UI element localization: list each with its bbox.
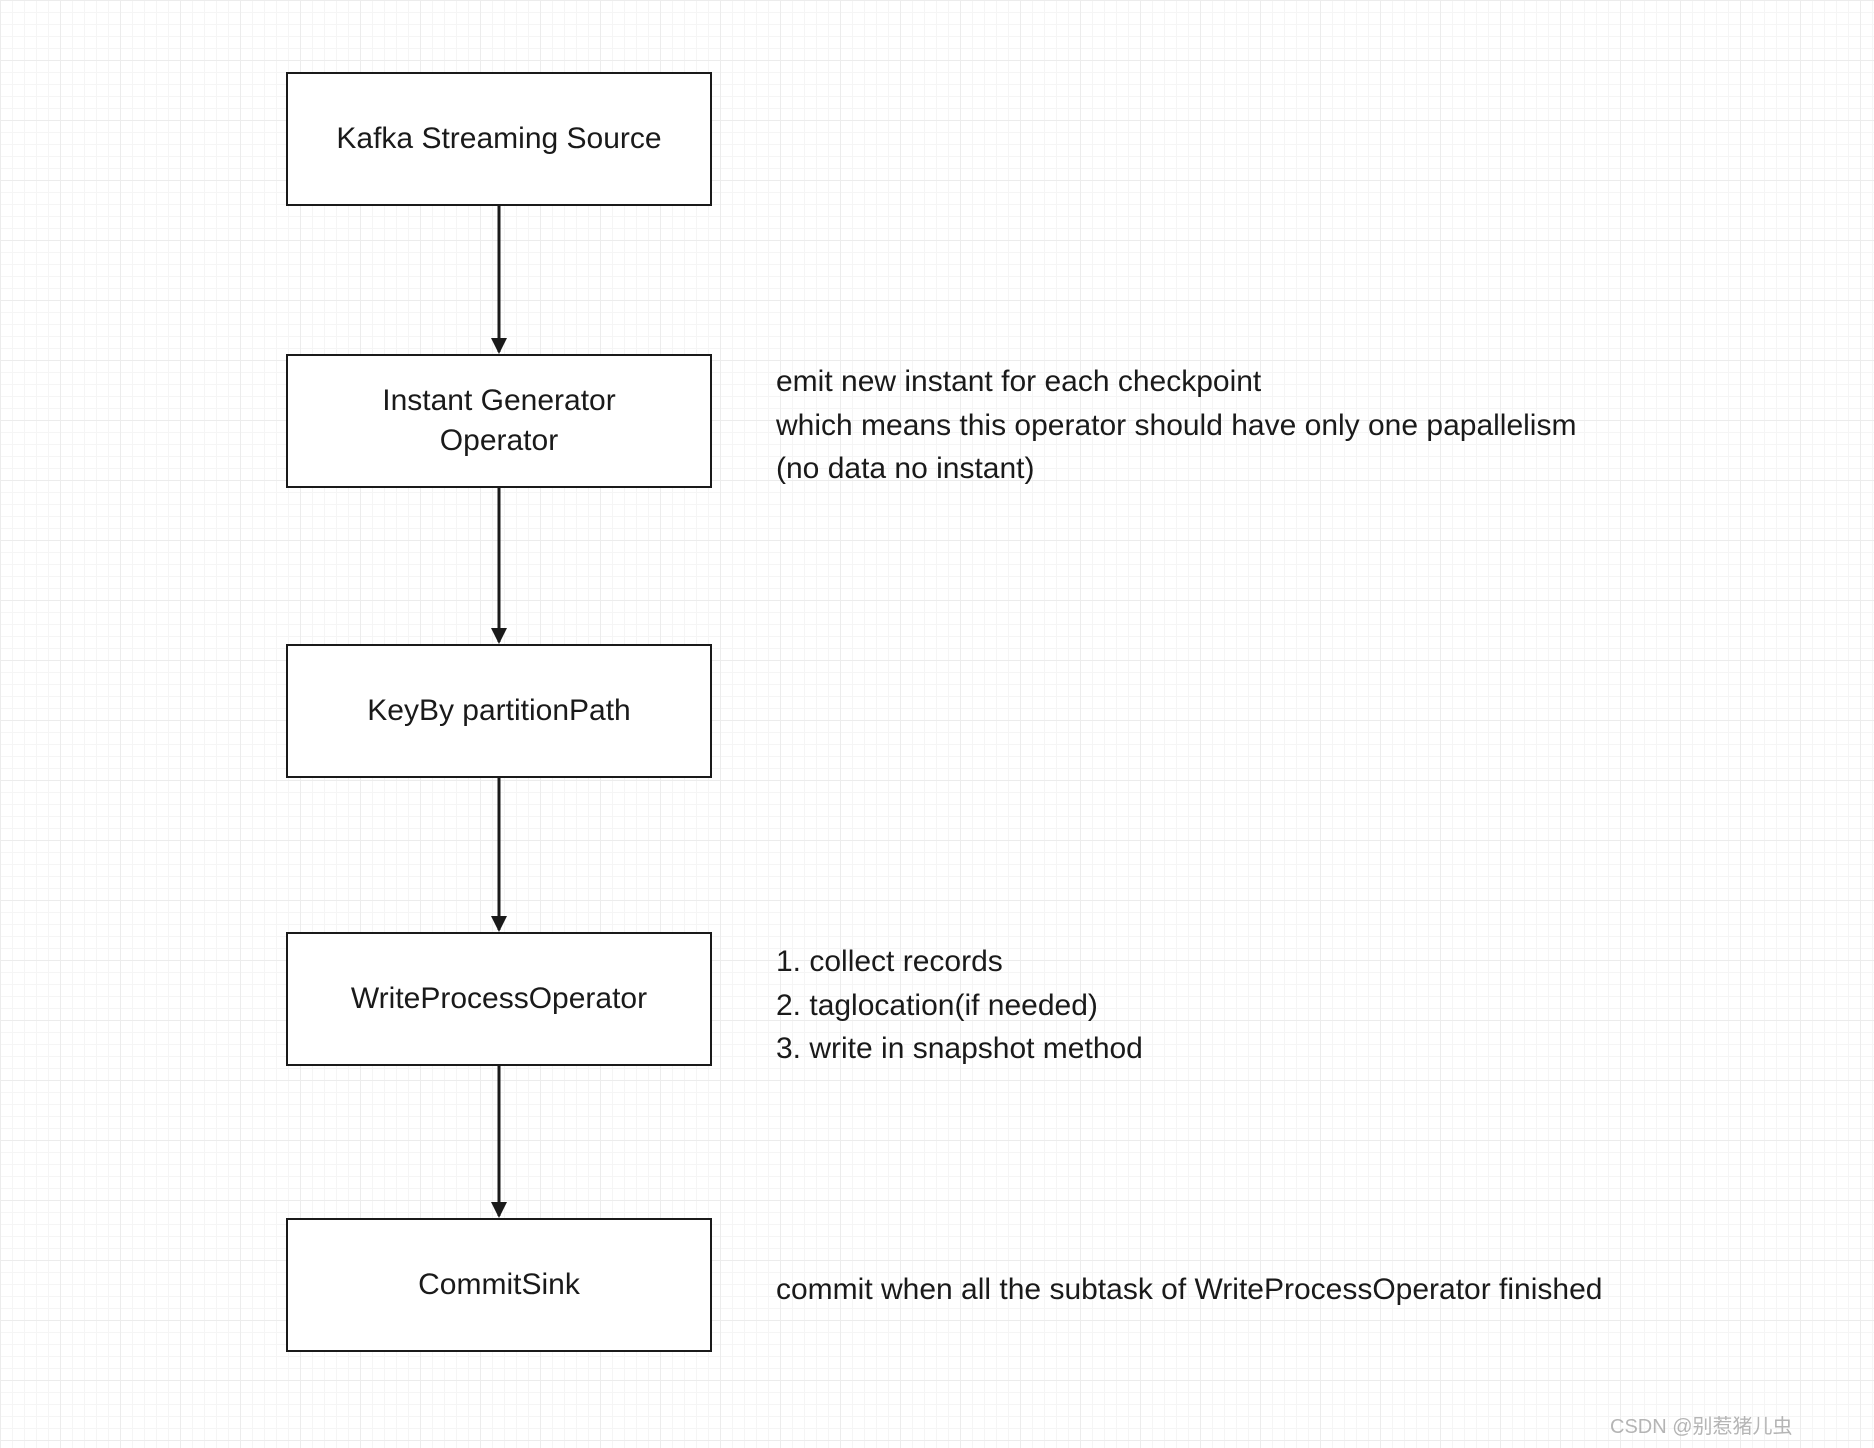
flow-node-n5: CommitSink: [286, 1218, 712, 1352]
flow-node-n2: Instant Generator Operator: [286, 354, 712, 488]
flow-node-n4: WriteProcessOperator: [286, 932, 712, 1066]
edges-layer: [0, 0, 1874, 1448]
annotation-a2: emit new instant for each checkpoint whi…: [776, 360, 1576, 491]
watermark-text: CSDN @别惹猪儿虫: [1610, 1410, 1793, 1439]
annotation-a5: commit when all the subtask of WriteProc…: [776, 1268, 1602, 1312]
flow-node-n3: KeyBy partitionPath: [286, 644, 712, 778]
annotation-a4: 1. collect records 2. taglocation(if nee…: [776, 940, 1143, 1071]
flowchart-canvas: CSDN @别惹猪儿虫 Kafka Streaming Source Instan…: [0, 0, 1874, 1448]
flow-node-n1: Kafka Streaming Source: [286, 72, 712, 206]
